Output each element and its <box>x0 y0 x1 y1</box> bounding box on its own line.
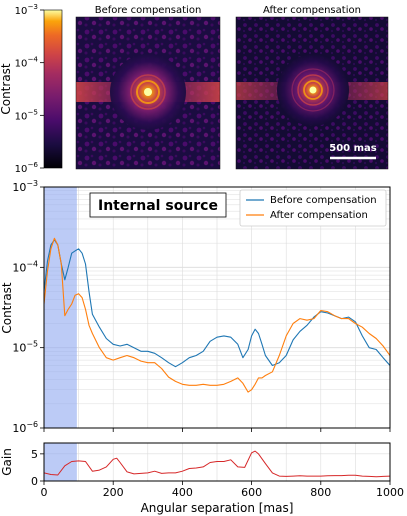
colorbar-tick-label: 10−5 <box>15 107 38 122</box>
image-title-before: Before compensation <box>95 5 202 16</box>
contrast-title: Internal source <box>98 198 218 214</box>
colorbar-tick-label: 10−6 <box>15 160 39 175</box>
series-line-before-compensation <box>44 239 390 368</box>
gain-series-line <box>44 450 390 478</box>
psf-core-after <box>309 86 317 94</box>
series-line-after-compensation <box>44 237 390 393</box>
contrast-plot: 10−3 10−4 10−5 10−6 Contrast Internal sourc… <box>0 179 391 435</box>
contrast-y-tick-label: 10−6 <box>12 420 38 435</box>
gain-x-ticks: 0 200 400 600 800 1000 <box>41 481 404 499</box>
gain-xlabel: Angular separation [mas] <box>141 501 294 515</box>
psf-image-after: After compensation 500 mas <box>235 5 389 170</box>
gain-x-tick-label: 1000 <box>376 486 404 499</box>
contrast-y-ticks: 10−3 10−4 10−5 10−6 <box>12 179 44 435</box>
gain-plot: 05 0 200 400 600 800 1000 Gain Angular separa… <box>0 442 404 515</box>
colorbar-tick-label: 10−4 <box>15 55 39 70</box>
psf-image-before: Before compensation <box>75 5 221 170</box>
gain-y-ticks: 05 <box>31 448 44 488</box>
contrast-axes-frame <box>43 186 391 429</box>
gain-x-tick-label: 0 <box>41 486 48 499</box>
colorbar-tick-label: 10−3 <box>15 2 38 17</box>
colorbar-label: Contrast <box>0 63 13 115</box>
contrast-legend: Before compensation After compensation <box>239 189 387 227</box>
gain-series <box>44 450 390 478</box>
gain-y-tick-label: 0 <box>31 475 38 488</box>
colorbar-ticks: 10−3 10−4 10−5 10−6 <box>15 2 44 175</box>
gain-shaded-region <box>44 443 77 481</box>
gain-y-tick-label: 5 <box>31 448 38 461</box>
legend-after-compensation: After compensation <box>270 210 368 221</box>
contrast-y-tick-label: 10−5 <box>12 340 38 355</box>
gain-axes-frame <box>43 442 391 482</box>
gain-x-tick-label: 400 <box>172 486 193 499</box>
colorbar: 10−3 10−4 10−5 10−6 Contrast <box>0 2 63 175</box>
image-title-after: After compensation <box>263 5 361 16</box>
contrast-ylabel: Contrast <box>0 282 14 334</box>
contrast-y-tick-label: 10−3 <box>12 179 38 194</box>
scalebar-label: 500 mas <box>329 143 377 154</box>
psf-core-before <box>144 88 152 96</box>
gain-ylabel: Gain <box>0 448 14 476</box>
contrast-x-ticks <box>43 428 391 432</box>
gain-x-tick-label: 600 <box>241 486 262 499</box>
gain-x-tick-label: 800 <box>310 486 331 499</box>
contrast-series <box>44 237 390 393</box>
legend-before-compensation: Before compensation <box>270 195 377 206</box>
gain-x-tick-label: 200 <box>103 486 124 499</box>
contrast-y-tick-label: 10−4 <box>12 259 38 274</box>
contrast-shaded-region <box>44 187 77 428</box>
